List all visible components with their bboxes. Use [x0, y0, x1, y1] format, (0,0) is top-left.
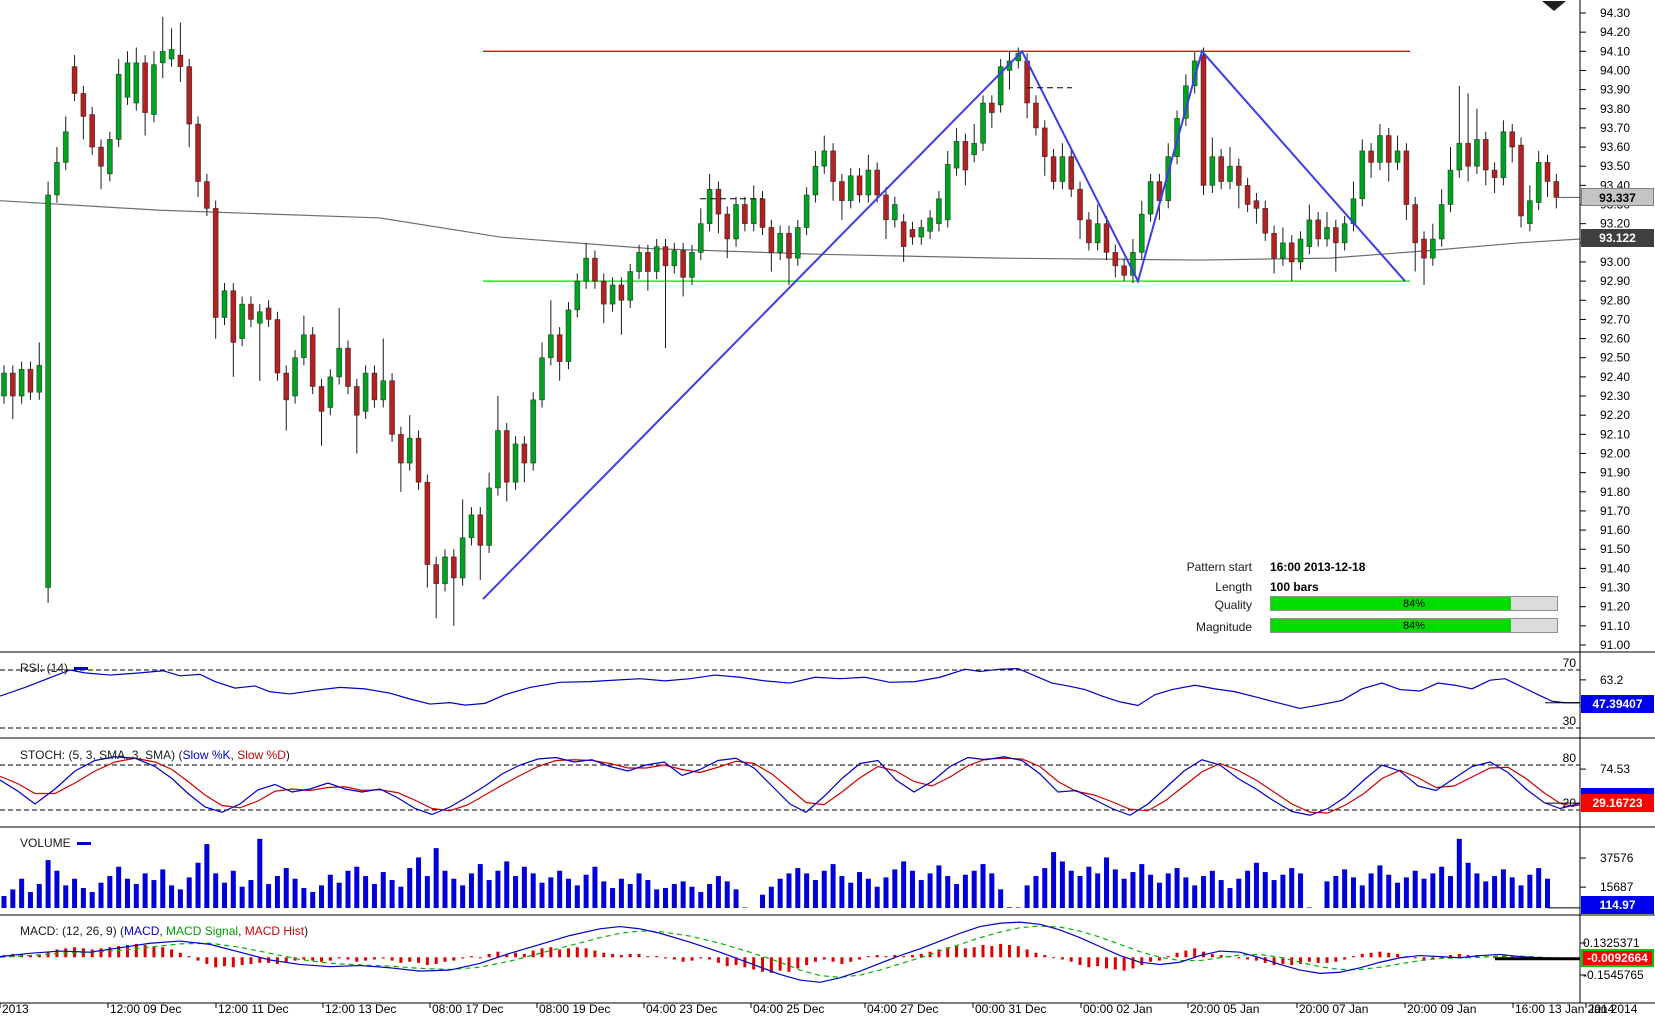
time-axis: 2013 12:00 09 Dec 12:00 11 Dec 12:00 13 Dec…	[0, 1002, 1638, 1016]
svg-text:94.30: 94.30	[1600, 6, 1630, 20]
svg-text:93.50: 93.50	[1600, 159, 1630, 173]
svg-text:12:00 13 Dec: 12:00 13 Dec	[325, 1002, 396, 1016]
pattern-start-label: Pattern start	[1186, 560, 1252, 574]
svg-text:04:00 23 Dec: 04:00 23 Dec	[646, 1002, 717, 1016]
svg-text:00:00 31 Dec: 00:00 31 Dec	[975, 1002, 1046, 1016]
rsi-panel-label: RSI: (14)	[20, 661, 89, 675]
svg-text:Jan 2014: Jan 2014	[1588, 1002, 1638, 1016]
svg-text:93.00: 93.00	[1600, 255, 1630, 269]
svg-text:08:00 17 Dec: 08:00 17 Dec	[432, 1002, 503, 1016]
magnitude-bar-text: 84%	[1402, 620, 1426, 632]
svg-text:91.10: 91.10	[1600, 619, 1630, 633]
svg-text:92.00: 92.00	[1600, 446, 1630, 460]
price-axis: 94.30 94.20 94.10 94.00 93.90 93.80 93.70 93.60…	[1580, 6, 1630, 652]
svg-text:08:00 19 Dec: 08:00 19 Dec	[539, 1002, 610, 1016]
svg-text:2013: 2013	[2, 1002, 29, 1016]
stoch-d-value-box: 29.16723	[1581, 794, 1654, 812]
chart-shift-triangle-icon	[1542, 1, 1566, 11]
svg-text:04:00 25 Dec: 04:00 25 Dec	[753, 1002, 824, 1016]
svg-text:-0.1545765: -0.1545765	[1583, 968, 1644, 982]
svg-text:92.30: 92.30	[1600, 389, 1630, 403]
svg-text:92.40: 92.40	[1600, 370, 1630, 384]
svg-text:94.20: 94.20	[1600, 25, 1630, 39]
svg-text:80: 80	[1563, 751, 1577, 765]
svg-text:92.20: 92.20	[1600, 408, 1630, 422]
pattern-length-label: Length	[1215, 580, 1252, 594]
svg-text:94.00: 94.00	[1600, 63, 1630, 77]
svg-text:93.90: 93.90	[1600, 83, 1630, 97]
svg-text:93.20: 93.20	[1600, 217, 1630, 231]
svg-text:20:00 05 Jan: 20:00 05 Jan	[1190, 1002, 1259, 1016]
svg-text:74.53: 74.53	[1600, 762, 1630, 776]
stoch-panel-label: STOCH: (5, 3, SMA, 3, SMA) (Slow %K, Slo…	[20, 748, 290, 762]
svg-text:91.40: 91.40	[1600, 561, 1630, 575]
svg-text:91.20: 91.20	[1600, 600, 1630, 614]
pattern-overlay	[483, 50, 1410, 282]
rsi-label-text: RSI: (14)	[20, 661, 69, 675]
ma-value-box: 93.122	[1581, 229, 1654, 247]
svg-text:16:00 13 Jan 2014: 16:00 13 Jan 2014	[1515, 1002, 1615, 1016]
volume-panel: 37576 15687	[1, 838, 1634, 909]
quality-bar-text: 84%	[1402, 598, 1426, 610]
moving-average-line	[0, 200, 1581, 261]
svg-text:91.70: 91.70	[1600, 504, 1630, 518]
svg-text:92.50: 92.50	[1600, 351, 1630, 365]
svg-text:20:00 09 Jan: 20:00 09 Jan	[1407, 1002, 1476, 1016]
svg-text:92.80: 92.80	[1600, 293, 1630, 307]
svg-text:91.80: 91.80	[1600, 485, 1630, 499]
last-price-box: 93.337	[1581, 188, 1654, 206]
svg-text:15687: 15687	[1600, 880, 1634, 894]
magnitude-bar: 84%	[1270, 618, 1558, 633]
svg-text:91.50: 91.50	[1600, 542, 1630, 556]
svg-text:93.80: 93.80	[1600, 102, 1630, 116]
svg-text:91.30: 91.30	[1600, 581, 1630, 595]
macd-panel: 0.1325371 -0.1545765	[0, 921, 1644, 983]
svg-text:00:00 02 Jan: 00:00 02 Jan	[1083, 1002, 1152, 1016]
rsi-line-swatch	[74, 667, 89, 670]
volume-panel-label: VOLUME	[20, 836, 91, 850]
svg-text:37576: 37576	[1600, 851, 1634, 865]
svg-text:91.00: 91.00	[1600, 638, 1630, 652]
quality-bar-fill	[1271, 597, 1512, 610]
quality-label: Quality	[1214, 598, 1252, 612]
svg-text:92.60: 92.60	[1600, 332, 1630, 346]
svg-text:12:00 09 Dec: 12:00 09 Dec	[110, 1002, 181, 1016]
svg-text:30: 30	[1563, 714, 1577, 728]
pattern-start-value: 16:00 2013-12-18	[1270, 560, 1366, 574]
macd-panel-label: MACD: (12, 26, 9) (MACD, MACD Signal, MA…	[20, 924, 309, 938]
svg-text:70: 70	[1563, 656, 1577, 670]
magnitude-label: Magnitude	[1195, 620, 1252, 634]
svg-text:92.70: 92.70	[1600, 312, 1630, 326]
svg-text:04:00 27 Dec: 04:00 27 Dec	[867, 1002, 938, 1016]
pattern-length-value: 100 bars	[1270, 580, 1319, 594]
svg-text:63.2: 63.2	[1600, 673, 1624, 687]
svg-text:94.10: 94.10	[1600, 44, 1630, 58]
macd-value-box: -0.0092664	[1581, 949, 1654, 967]
candles-layer	[1, 16, 1560, 626]
svg-text:91.60: 91.60	[1600, 523, 1630, 537]
svg-text:0.1325371: 0.1325371	[1583, 936, 1640, 950]
svg-text:92.90: 92.90	[1600, 274, 1630, 288]
volume-value-box: 114.97	[1581, 896, 1654, 914]
magnitude-bar-fill	[1271, 619, 1512, 632]
volume-line-swatch	[76, 842, 91, 845]
svg-text:12:00 11 Dec: 12:00 11 Dec	[218, 1002, 289, 1016]
svg-text:93.60: 93.60	[1600, 140, 1630, 154]
dashed-annotations	[700, 87, 1580, 200]
pattern-zigzag	[482, 49, 1406, 600]
svg-text:93.70: 93.70	[1600, 121, 1630, 135]
svg-text:91.90: 91.90	[1600, 466, 1630, 480]
rsi-value-box: 47.39407	[1581, 695, 1654, 713]
svg-text:20:00 07 Jan: 20:00 07 Jan	[1299, 1002, 1368, 1016]
svg-text:92.10: 92.10	[1600, 427, 1630, 441]
quality-bar: 84%	[1270, 596, 1558, 611]
